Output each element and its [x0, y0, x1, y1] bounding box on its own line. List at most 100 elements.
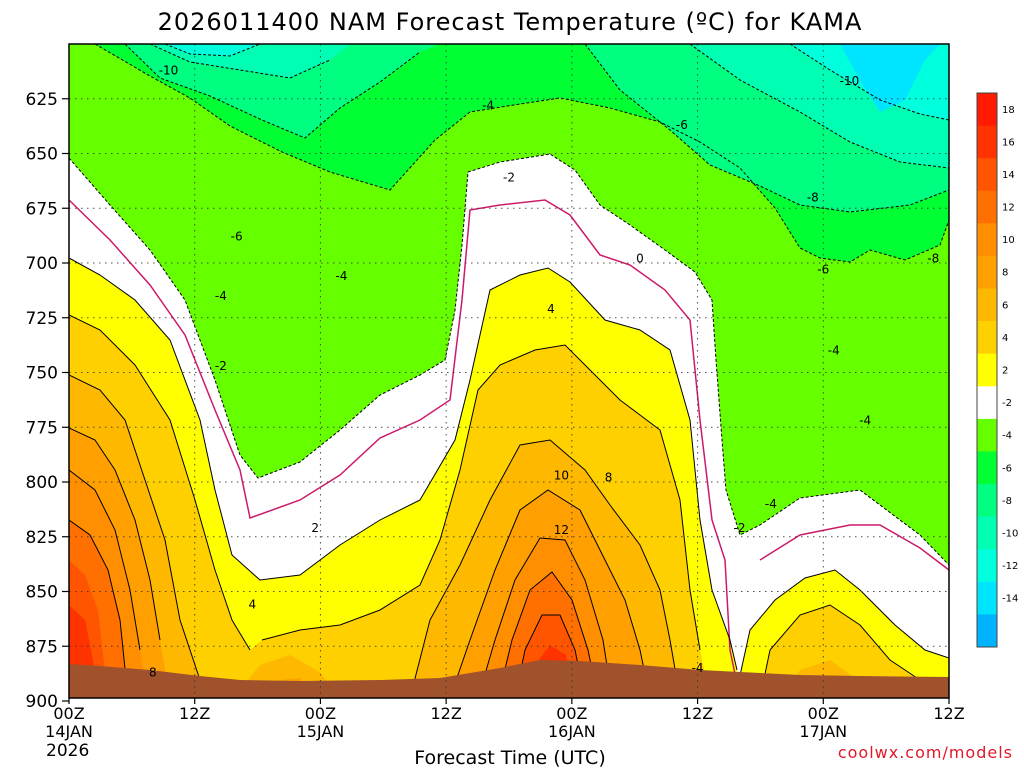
colorbar-label-13: -10 — [1002, 528, 1018, 539]
colorbar-swatch-4 — [977, 223, 997, 257]
colorbar-swatch-11 — [977, 451, 997, 485]
contour-label-1: -10 — [840, 74, 860, 88]
band-6-to-8 — [69, 375, 860, 698]
colorbar-label-5: 8 — [1002, 268, 1008, 279]
contour-minus-2 — [69, 153, 949, 566]
colorbar-swatch-13 — [977, 516, 997, 550]
x-tick-label-3: 12Z — [430, 704, 461, 723]
chart-title: 2026011400 NAM Forecast Temperature (ºC)… — [158, 8, 863, 36]
x-date-label-6: 17JAN — [799, 722, 847, 741]
contour-label-24: 8 — [149, 666, 157, 680]
y-tick-label-8: 825 — [26, 528, 58, 548]
colorbar-label-2: 14 — [1002, 170, 1015, 181]
colorbar-swatch-15 — [977, 581, 997, 615]
colorbar: 18 16 14 12 10 8 6 4 2 -2 -4 -6 -8 -10 -12 -14 — [976, 92, 1018, 648]
x-tick-label-0: 00Z — [53, 704, 84, 723]
y-tick-label-3: 700 — [26, 254, 58, 274]
colorbar-label-6: 6 — [1002, 300, 1008, 311]
contour-east-2 — [734, 569, 949, 698]
colorbar-swatch-7 — [977, 321, 997, 355]
x-tick-label-2: 00Z — [305, 704, 336, 723]
colorbar-swatch-10 — [977, 418, 997, 452]
y-tick-label-0: 625 — [26, 90, 58, 110]
x-date-label-2: 15JAN — [297, 722, 345, 741]
negative-contour-lines — [69, 44, 949, 566]
colorbar-frame — [976, 92, 998, 648]
band-minus-14-to-minus-12 — [840, 44, 940, 112]
contour-east-4 — [759, 604, 921, 698]
contour-label-0: -10 — [159, 63, 179, 77]
contour-label-4: -2 — [503, 171, 515, 185]
colorbar-label-9: -2 — [1002, 398, 1012, 409]
y-tick-label-2: 675 — [26, 199, 58, 219]
y-tick-label-1: 650 — [26, 145, 58, 165]
contour-label-22: 4 — [249, 598, 257, 612]
plot-frame — [68, 43, 950, 699]
y-tick-label-11: 900 — [26, 692, 58, 712]
y-tick-label-6: 775 — [26, 418, 58, 438]
zero-isotherm-east — [759, 524, 949, 571]
contour-label-23: -4 — [692, 661, 704, 675]
contour-label-17: 8 — [605, 471, 613, 485]
ground-terrain — [69, 660, 949, 698]
colorbar-label-3: 12 — [1002, 203, 1015, 214]
x-tick-label-6: 00Z — [808, 704, 839, 723]
x-tick-label-1: 12Z — [179, 704, 210, 723]
contour-label-21: 12 — [554, 523, 569, 537]
colorbar-label-10: -4 — [1002, 431, 1012, 442]
contour-label-8: -8 — [927, 252, 939, 266]
colorbar-swatch-9 — [977, 386, 997, 420]
colorbar-swatch-3 — [977, 190, 997, 224]
y-tick-label-7: 800 — [26, 473, 58, 493]
contour-label-15: -4 — [859, 414, 871, 428]
y-tick-label-5: 750 — [26, 364, 58, 384]
x-tick-label-7: 12Z — [933, 704, 964, 723]
contour-4 — [69, 314, 701, 651]
contour-label-3: -6 — [676, 118, 688, 132]
x-date-label-0: 14JAN — [45, 722, 93, 741]
contour-label-2: -4 — [482, 98, 494, 112]
contour-14 — [514, 614, 586, 698]
y-axis-ticks: 625 650 675 700 725 750 775 800 825 850 875 900 — [26, 90, 69, 712]
contour-6 — [69, 374, 681, 698]
contour-lines — [69, 257, 949, 698]
colorbar-label-1: 16 — [1002, 137, 1015, 148]
contour-label-14: -2 — [215, 359, 227, 373]
x-tick-label-4: 00Z — [556, 704, 587, 723]
zero-isotherm — [69, 199, 741, 698]
contour-minus-4 — [94, 44, 949, 263]
contour-label-16: 10 — [554, 468, 569, 482]
colorbar-swatch-12 — [977, 484, 997, 518]
contour-label-18: -4 — [765, 497, 777, 511]
colorbar-swatch-14 — [977, 549, 997, 583]
credit-text: coolwx.com/models — [838, 743, 1013, 762]
colorbar-swatch-5 — [977, 255, 997, 290]
colorbar-label-12: -8 — [1002, 496, 1012, 507]
contour-label-13: -4 — [828, 344, 840, 358]
colorbar-label-15: -14 — [1002, 594, 1018, 605]
contour-minus-6 — [124, 44, 949, 213]
contour-label-9: -4 — [335, 269, 347, 283]
contour-label-6: -6 — [231, 230, 243, 244]
colorbar-swatch-0 — [977, 93, 997, 127]
y-tick-label-9: 850 — [26, 583, 58, 603]
colorbar-swatch-8 — [977, 353, 997, 387]
colorbar-label-11: -6 — [1002, 463, 1012, 474]
contour-label-7: 0 — [636, 252, 644, 266]
contour-2 — [69, 257, 738, 671]
contour-labels: -10 -10 -4 -6 -2 -8 -6 0 -8 -4 -6 -4 4 -4 -2 -4 10 8 -4 2 -2… — [149, 63, 939, 680]
contour-label-11: -4 — [215, 289, 227, 303]
grid-lines — [69, 44, 949, 698]
colorbar-label-8: 2 — [1002, 366, 1008, 377]
x-date-label-4: 16JAN — [548, 722, 596, 741]
colorbar-swatch-2 — [977, 158, 997, 192]
contour-label-5: -8 — [807, 190, 819, 204]
colorbar-swatch-16 — [977, 614, 997, 648]
contour-field — [69, 44, 949, 698]
contour-label-19: 2 — [311, 521, 319, 535]
contour-minus-8 — [149, 44, 949, 169]
x-year-label: 2026 — [46, 741, 89, 761]
contour-minus-10 — [164, 44, 949, 121]
y-tick-label-4: 725 — [26, 309, 58, 329]
